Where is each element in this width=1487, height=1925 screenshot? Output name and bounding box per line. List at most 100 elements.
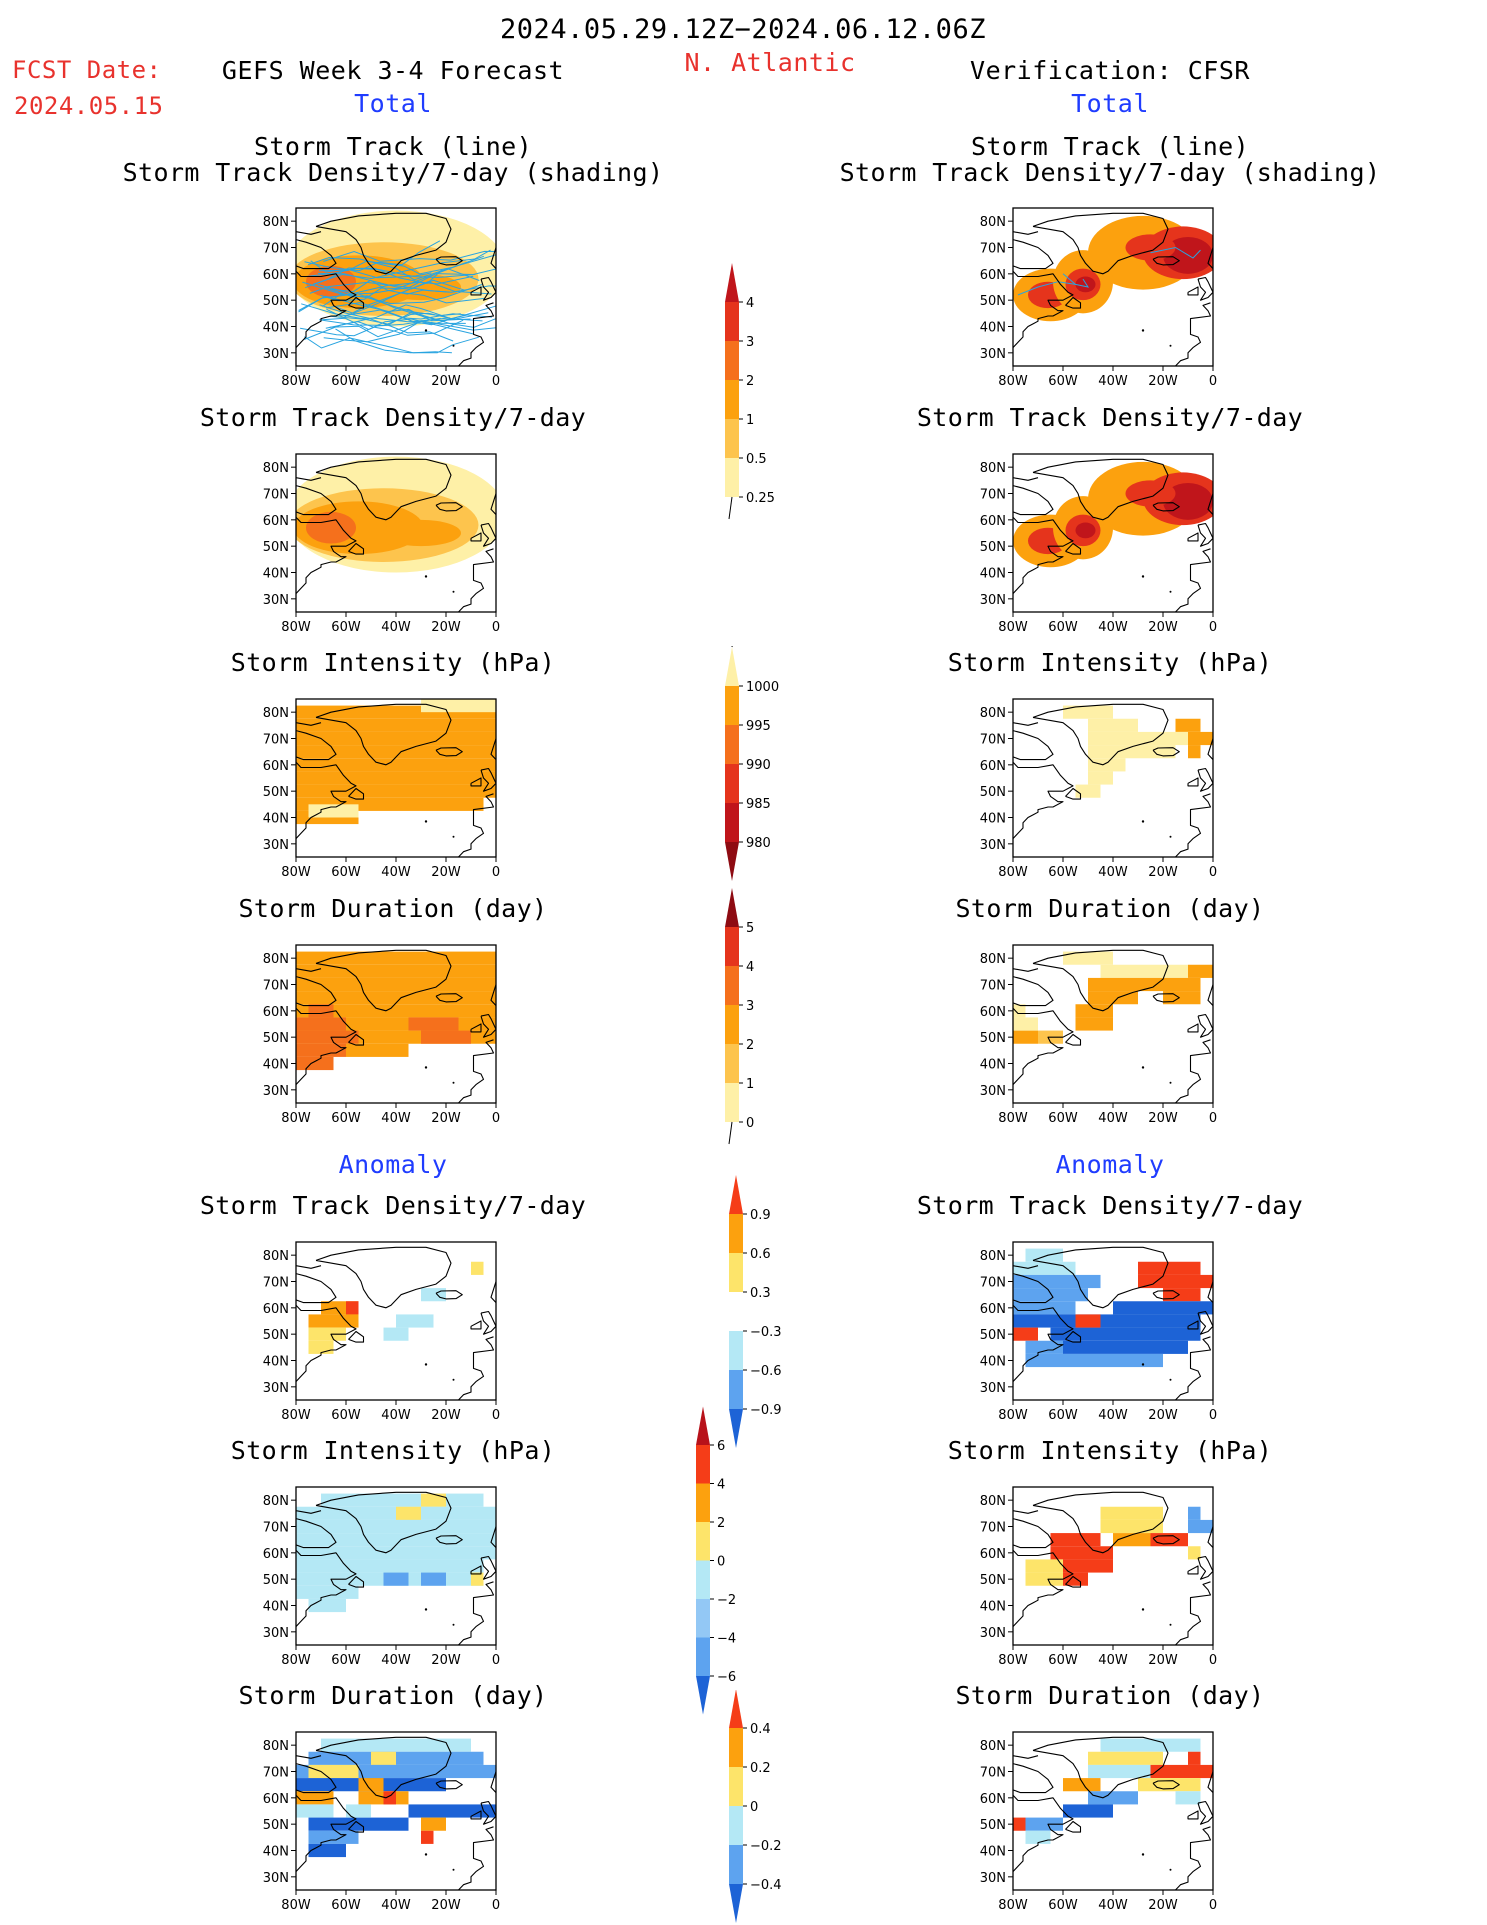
grid-cell [1188, 1546, 1201, 1560]
grid-cell [383, 1791, 396, 1805]
lat-tick-label: 60N [263, 1005, 289, 1020]
lat-tick-label: 70N [980, 242, 1006, 257]
lat-tick-label: 30N [263, 593, 289, 608]
lat-tick-label: 30N [980, 1626, 1006, 1641]
grid-cell [1188, 1751, 1201, 1765]
colorbar-label: 4 [746, 296, 754, 311]
britain-coast [480, 522, 496, 547]
grid-cell [1063, 1559, 1113, 1573]
colorbar-box [729, 1331, 743, 1370]
map-content [1013, 212, 1213, 366]
lat-tick-label: 60N [980, 1792, 1006, 1807]
shaded-field [296, 699, 496, 825]
newfoundland-coast [348, 542, 365, 555]
lat-tick-label: 80N [263, 1249, 289, 1264]
colorbar-label: 1 [746, 1077, 754, 1092]
baffin-coast [1013, 730, 1054, 761]
colorbar-box [725, 927, 739, 966]
coastline [1013, 949, 1213, 1103]
shaded-field [1025, 1506, 1213, 1586]
colorbar-boxes: 0.4 0.2 0 −0.2 −0.4 [729, 1690, 782, 1923]
grid-cell [321, 1493, 484, 1507]
colorbar-label: 3 [746, 999, 754, 1014]
arctic-islands [1013, 1510, 1039, 1514]
density-field [296, 456, 496, 573]
colorbar-box [729, 1253, 743, 1292]
baffin-coast [296, 730, 337, 761]
ireland-coast [470, 286, 482, 296]
lon-tick-label: 40W [381, 865, 411, 880]
baffin-coast [1013, 1763, 1054, 1794]
lon-tick-label: 0 [1209, 1898, 1217, 1913]
greenland-coast [1032, 703, 1169, 766]
norway-coast [1207, 247, 1213, 269]
azores-island [1141, 329, 1145, 332]
colorbar-tail [728, 1121, 733, 1145]
density-contour [306, 511, 356, 544]
newfoundland-coast [348, 1330, 365, 1343]
grid-cell [1075, 784, 1101, 798]
lat-tick-label: 50N [263, 1328, 289, 1343]
lon-tick-label: 40W [381, 620, 411, 635]
coastline [296, 1491, 496, 1645]
newfoundland-coast [348, 296, 365, 309]
britain-coast [480, 1013, 496, 1038]
colorbar-box [729, 1214, 743, 1253]
lat-tick-label: 30N [263, 1084, 289, 1099]
grid-cell [1150, 1764, 1213, 1779]
grid-cell [321, 1738, 471, 1752]
grid-cell [1138, 1778, 1201, 1792]
labrador-coast [1013, 270, 1074, 348]
lon-tick-label: 80W [281, 1408, 311, 1423]
grid-cell [296, 1056, 334, 1071]
grid-cell [1113, 1301, 1213, 1315]
norway-coast [490, 738, 496, 760]
grid-cell [1188, 745, 1201, 759]
azores-island [424, 1853, 428, 1856]
iceland-coast [435, 1780, 463, 1790]
norway-coast [1207, 984, 1213, 1006]
lat-tick-label: 50N [980, 1818, 1006, 1833]
grid-cell [408, 1017, 459, 1031]
shaded-field [296, 1738, 496, 1858]
right-duration-title: Storm Duration (day) [955, 894, 1265, 923]
lon-tick-label: 20W [431, 620, 461, 635]
grid-cell [421, 1030, 471, 1044]
grid-cell [1025, 1830, 1051, 1844]
shaded-field [1013, 1248, 1213, 1368]
colorbar-label: −0.2 [750, 1839, 782, 1854]
grid-cell [296, 964, 496, 978]
azores-island [1141, 1608, 1145, 1611]
grid-cell [1138, 1274, 1213, 1289]
baffin-coast [296, 239, 337, 270]
azores-island [424, 329, 428, 332]
lon-tick-label: 60W [1048, 865, 1078, 880]
lon-tick-label: 20W [431, 865, 461, 880]
azores-island [424, 1608, 428, 1611]
labrador-coast [1013, 1794, 1074, 1872]
left-duration-anom-title: Storm Duration (day) [238, 1681, 548, 1710]
grid-cell [296, 731, 496, 746]
lat-tick-label: 30N [980, 838, 1006, 853]
colorbar-label: 0 [746, 1116, 754, 1131]
newfoundland-coast [1065, 1330, 1082, 1343]
lon-tick-label: 0 [1209, 1111, 1217, 1126]
britain-coast [1197, 1800, 1213, 1825]
greenland-coast [315, 1736, 452, 1799]
storm-track-line [304, 336, 452, 354]
map-content [1013, 1491, 1213, 1645]
colorbar-box [725, 725, 739, 764]
lon-tick-label: 0 [492, 374, 500, 389]
grid-cell [308, 1327, 346, 1341]
grid-cell [1063, 951, 1113, 965]
lon-tick-label: 80W [998, 1653, 1028, 1668]
lon-tick-label: 80W [281, 1898, 311, 1913]
grid-cell [296, 1017, 346, 1031]
colorbar-box [725, 419, 739, 458]
colorbar-label: −0.9 [750, 1403, 782, 1418]
madeira-island [1169, 344, 1172, 347]
storm-track-line [317, 283, 496, 295]
lat-tick-label: 30N [263, 838, 289, 853]
lat-tick-label: 30N [980, 1084, 1006, 1099]
storm-track-line [319, 304, 454, 342]
